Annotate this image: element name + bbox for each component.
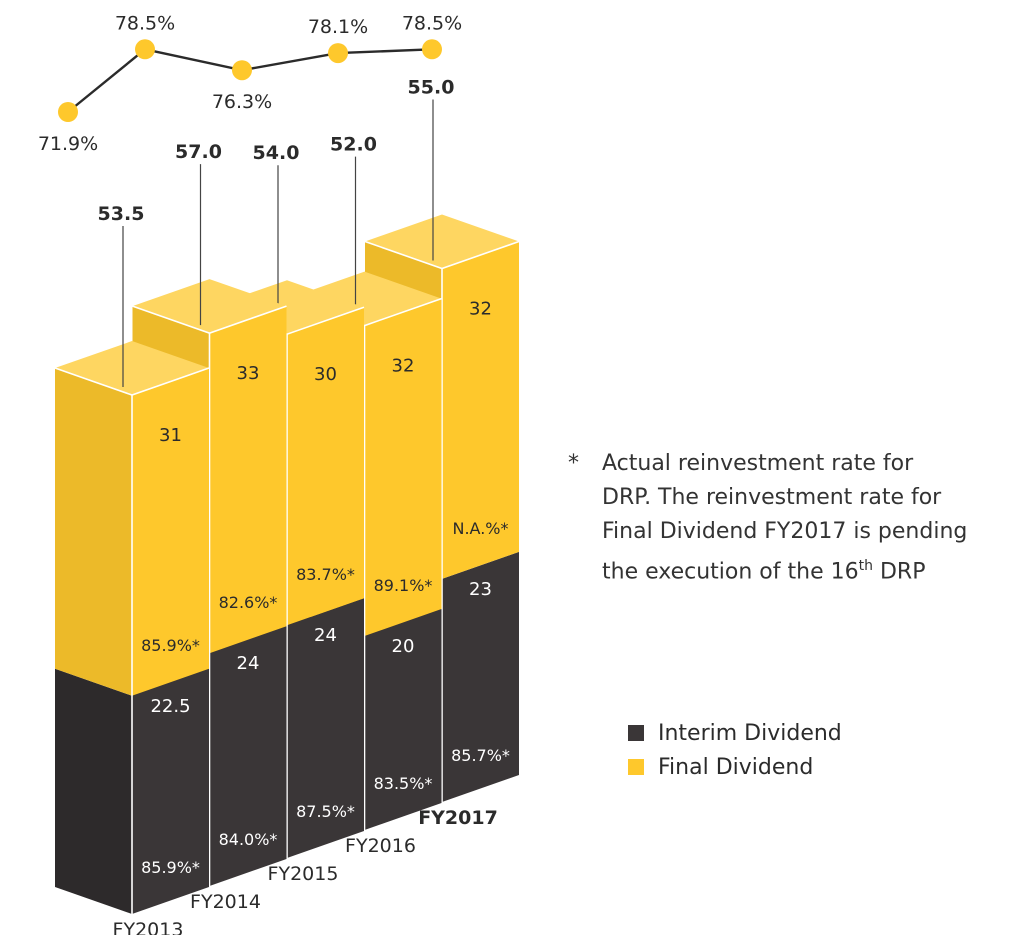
bar-final-side-1	[209, 306, 287, 654]
bar-interim-side-0	[132, 668, 209, 914]
legend-item-interim: Interim Dividend	[628, 716, 842, 750]
interim-value-2: 24	[314, 625, 337, 646]
legend-swatch-final	[628, 759, 644, 775]
total-label-4: 55.0	[408, 77, 455, 99]
rate-line-chart: 71.9% 78.5% 76.3% 78.1% 78.5%	[38, 12, 462, 155]
final-rate-4: N.A.%*	[452, 519, 508, 538]
footnote-line-3: Final Dividend FY2017 is pending	[602, 519, 968, 544]
interim-value-4: 23	[469, 579, 492, 600]
total-label-1: 57.0	[175, 141, 222, 163]
rate-point-2	[232, 60, 252, 81]
total-label-0: 53.5	[98, 203, 145, 225]
final-value-2: 30	[314, 364, 337, 385]
bar-interim-front-0	[55, 668, 132, 914]
rate-label-3: 78.1%	[308, 16, 368, 38]
footnote-line-4-text: the execution of the 16	[602, 559, 859, 585]
bar-interim-side-1	[209, 626, 287, 886]
interim-value-1: 24	[237, 653, 260, 674]
bar-interim-side-3	[364, 609, 442, 830]
total-label-3: 52.0	[330, 134, 377, 156]
footnote-asterisk: *	[568, 451, 579, 476]
final-rate-2: 83.7%*	[296, 565, 355, 584]
footnote-line-1: Actual reinvestment rate for	[602, 451, 914, 476]
category-label-2: FY2015	[268, 863, 339, 885]
legend-item-final: Final Dividend	[628, 750, 842, 784]
legend-label-interim: Interim Dividend	[658, 720, 842, 746]
category-label-0: FY2013	[113, 919, 184, 935]
final-rate-1: 82.6%*	[219, 593, 278, 612]
total-label-2: 54.0	[253, 142, 300, 164]
bar-interim-side-2	[287, 598, 364, 858]
legend: Interim Dividend Final Dividend	[628, 716, 842, 784]
rate-label-0: 71.9%	[38, 133, 98, 155]
bar-final-side-0	[132, 368, 209, 696]
rate-label-2: 76.3%	[212, 91, 272, 113]
category-label-3: FY2016	[345, 835, 416, 857]
category-label-4: FY2017	[418, 807, 498, 829]
bar-final-side-4	[442, 241, 519, 579]
interim-rate-3: 83.5%*	[374, 774, 433, 793]
interim-rate-2: 87.5%*	[296, 802, 355, 821]
column-fy2013: 53.5 31 85.9%* 22.5 85.9%* FY2013	[54, 203, 210, 935]
interim-rate-4: 85.7%*	[451, 746, 510, 765]
category-label-1: FY2014	[190, 891, 261, 913]
rate-point-0	[58, 102, 78, 122]
final-value-0: 31	[159, 425, 182, 446]
footnote-line-4: the execution of the 16th DRP	[602, 549, 1012, 589]
rate-label-4: 78.5%	[402, 12, 462, 34]
final-value-1: 33	[237, 363, 260, 384]
interim-value-3: 20	[392, 636, 415, 657]
legend-label-final: Final Dividend	[658, 754, 814, 780]
footnote-line-4-tail: DRP	[872, 559, 926, 585]
final-rate-0: 85.9%*	[141, 636, 200, 655]
final-value-3: 32	[392, 356, 415, 377]
final-rate-3: 89.1%*	[374, 576, 433, 595]
interim-rate-1: 84.0%*	[219, 830, 278, 849]
columns: 55.0 32 N.A.%* 23 85.7%* FY2017 52.0 32 89.1%* 20…	[54, 77, 520, 935]
legend-swatch-interim	[628, 725, 644, 741]
bar-final-front-0	[55, 368, 132, 696]
rate-point-3	[328, 43, 348, 64]
footnote-superscript: th	[858, 558, 873, 574]
footnote-line-2: DRP. The reinvestment rate for	[602, 485, 942, 510]
rate-point-4	[422, 39, 442, 60]
final-value-4: 32	[469, 299, 492, 320]
bar-interim-side-4	[442, 551, 519, 802]
rate-point-1	[135, 39, 155, 60]
interim-rate-0: 85.9%*	[141, 858, 200, 877]
interim-value-0: 22.5	[150, 696, 190, 717]
bar-final-side-3	[364, 298, 442, 636]
rate-label-1: 78.5%	[115, 12, 175, 34]
bar-final-side-2	[287, 307, 364, 626]
